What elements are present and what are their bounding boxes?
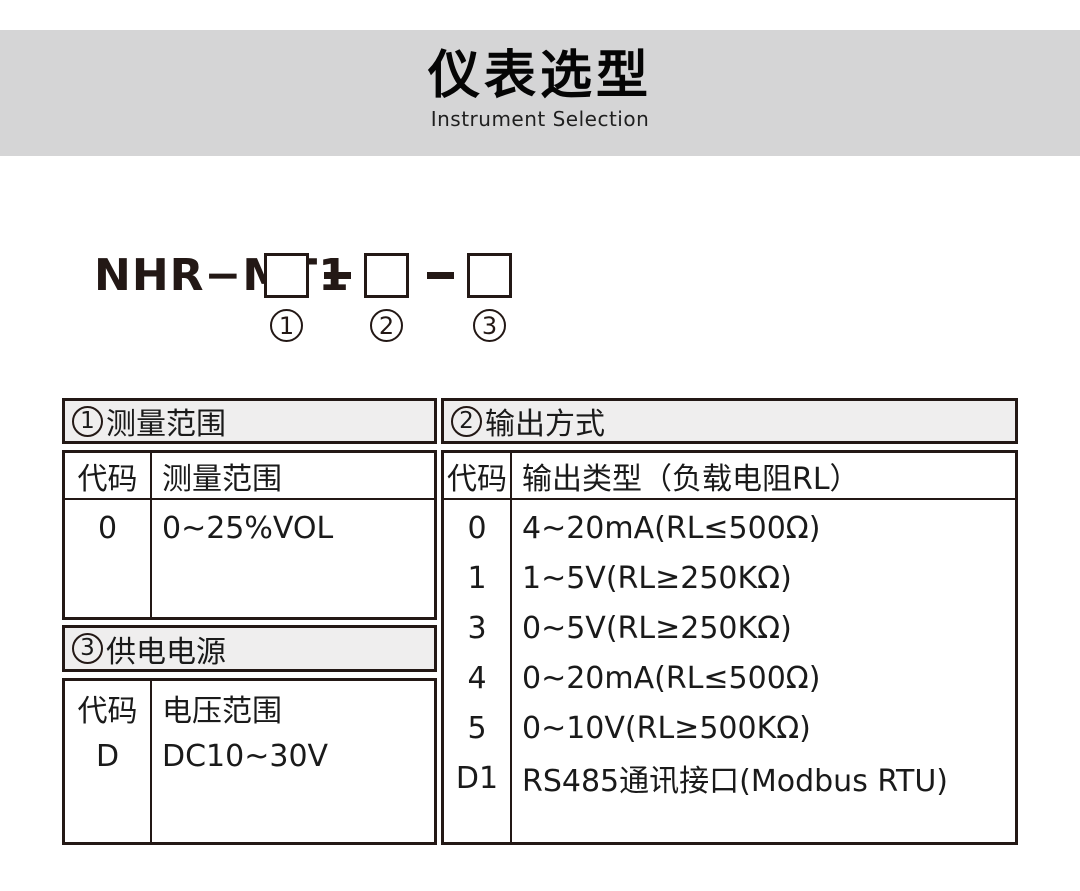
row-value: 0~5V(RL≥250KΩ) — [522, 610, 792, 646]
row-value: 0~10V(RL≥500KΩ) — [522, 710, 811, 746]
circled-1-icon: 1 — [72, 405, 103, 437]
table-row: 4 0~20mA(RL≤500Ω) — [444, 653, 1015, 703]
row-code: D — [95, 738, 120, 774]
section-1-header: 1 测量范围 — [62, 398, 437, 444]
table-row: 1 1~5V(RL≥250KΩ) — [444, 553, 1015, 603]
section-1-column-header-row: 代码 测量范围 — [65, 453, 434, 500]
row-value: 0~25%VOL — [162, 510, 334, 546]
page-header-band: 仪表选型 Instrument Selection — [0, 30, 1080, 156]
section-3-title: 供电电源 — [106, 634, 226, 670]
section-1-number: 1 — [80, 407, 95, 434]
slot-marker-3-number: 3 — [481, 311, 498, 340]
model-slot-box-2 — [364, 253, 409, 298]
dash-separator-2 — [427, 272, 454, 279]
circled-3-icon: 3 — [72, 633, 103, 664]
circled-2-icon: 2 — [451, 405, 482, 437]
section-2-header: 2 输出方式 — [441, 398, 1018, 444]
row-code: 4 — [467, 660, 487, 696]
column-divider — [150, 453, 152, 617]
column-header-code: 代码 — [77, 461, 138, 497]
row-value: 0~20mA(RL≤500Ω) — [522, 660, 821, 696]
slot-marker-3: 3 — [473, 309, 506, 342]
column-header-code: 代码 — [77, 694, 138, 729]
table-row: D DC10~30V — [65, 732, 434, 780]
slot-marker-1-number: 1 — [278, 311, 295, 340]
table-row: 0 4~20mA(RL≤500Ω) — [444, 503, 1015, 553]
page-subtitle: Instrument Selection — [430, 107, 650, 132]
page-title: 仪表选型 — [427, 46, 652, 106]
table-row: 3 0~5V(RL≥250KΩ) — [444, 603, 1015, 653]
row-value: 1~5V(RL≥250KΩ) — [522, 560, 792, 596]
slot-marker-1: 1 — [270, 309, 303, 342]
section-2-table: 代码 输出类型（负载电阻RL） 0 4~20mA(RL≤500Ω) 1 1~5V… — [441, 450, 1018, 845]
column-divider — [510, 453, 512, 842]
section-3-number: 3 — [80, 635, 95, 661]
row-value: DC10~30V — [162, 738, 329, 774]
section-3-table: 代码 电压范围 D DC10~30V — [62, 678, 437, 845]
model-slot-box-3 — [467, 253, 512, 298]
row-code: 0 — [467, 510, 487, 546]
slot-marker-2-number: 2 — [378, 311, 395, 340]
section-3-column-header-row: 代码 电压范围 — [65, 684, 434, 732]
row-value: RS485通讯接口(Modbus RTU) — [522, 764, 949, 799]
dash-separator-1 — [324, 272, 351, 279]
table-row: D1 RS485通讯接口(Modbus RTU) — [444, 753, 1015, 803]
column-header-output-type: 输出类型（负载电阻RL） — [522, 461, 860, 497]
model-prefix: NHR−MT1 — [94, 250, 350, 301]
column-divider — [150, 681, 152, 842]
section-2-column-header-row: 代码 输出类型（负载电阻RL） — [444, 453, 1015, 500]
section-1-title: 测量范围 — [106, 407, 226, 442]
column-header-range: 测量范围 — [162, 461, 282, 497]
section-3-header: 3 供电电源 — [62, 625, 437, 672]
row-code: 1 — [467, 560, 487, 596]
row-code: 5 — [467, 710, 487, 746]
model-slot-box-1 — [264, 253, 309, 298]
row-code: 3 — [467, 610, 487, 646]
section-1-table: 代码 测量范围 0 0~25%VOL — [62, 450, 437, 620]
table-row: 0 0~25%VOL — [65, 503, 434, 553]
row-value: 4~20mA(RL≤500Ω) — [522, 510, 821, 546]
section-2-number: 2 — [459, 407, 474, 434]
section-2-title: 输出方式 — [485, 407, 605, 442]
row-code: 0 — [97, 510, 118, 546]
table-row: 5 0~10V(RL≥500KΩ) — [444, 703, 1015, 753]
column-header-code: 代码 — [447, 461, 507, 497]
column-header-voltage: 电压范围 — [162, 694, 282, 729]
row-code: D1 — [455, 760, 499, 796]
slot-marker-2: 2 — [370, 309, 403, 342]
